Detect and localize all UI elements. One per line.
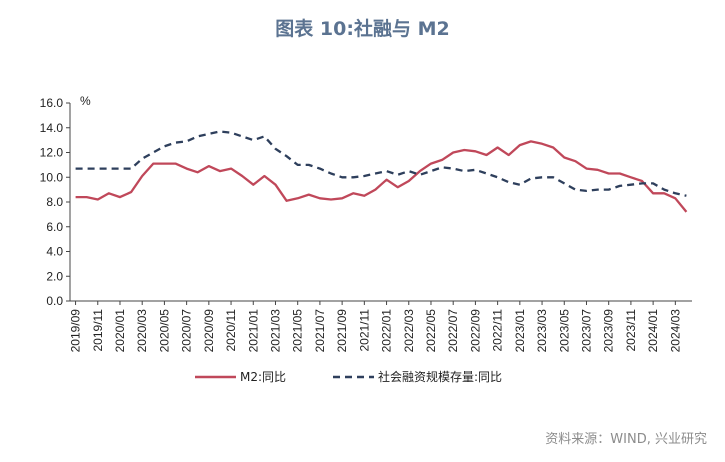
source-note: 资料来源：WIND, 兴业研究 (545, 432, 707, 447)
series-line-tsf (75, 130, 687, 197)
y-axis-label: % (80, 94, 91, 108)
x-tick-label: 2020/09 (202, 309, 216, 353)
x-tick-label: 2022/09 (468, 309, 482, 353)
y-tick-label: 0.0 (46, 294, 63, 308)
x-tick-label: 2023/01 (513, 309, 527, 353)
series-lines (75, 130, 688, 213)
x-tick-label: 2021/07 (313, 309, 327, 353)
x-tick-label: 2020/01 (113, 309, 127, 353)
axes-group (66, 102, 692, 305)
y-tick-label: 2.0 (46, 269, 63, 283)
x-tick-label: 2023/05 (557, 309, 571, 353)
x-tick-label: 2022/03 (402, 309, 416, 353)
x-tick-label: 2023/03 (535, 309, 549, 353)
y-tick-label: 12.0 (40, 146, 64, 160)
x-tick-label: 2020/05 (157, 309, 171, 353)
y-tick-labels: 0.0 2.0 4.0 6.0 8.0 10.0 12.0 14.0 16.0 (40, 96, 64, 308)
y-tick-label: 8.0 (46, 195, 63, 209)
x-tick-label: 2020/07 (180, 309, 194, 353)
x-tick-label: 2021/11 (357, 309, 371, 352)
x-tick-label: 2022/07 (446, 309, 460, 353)
series-line-m2 (75, 140, 688, 213)
x-tick-label: 2022/01 (380, 309, 394, 353)
x-tick-label: 2022/11 (491, 309, 505, 352)
x-tick-label: 2019/11 (91, 309, 105, 352)
y-tick-label: 10.0 (40, 170, 64, 184)
x-tick-label: 2023/11 (624, 309, 638, 352)
x-tick-label: 2021/01 (246, 309, 260, 353)
x-tick-label: 2022/05 (424, 309, 438, 353)
legend-label-m2: M2:同比 (240, 370, 286, 384)
chart-title: 图表 10:社融与 M2 (275, 18, 450, 40)
x-tick-label: 2020/03 (135, 309, 149, 353)
x-tick-label: 2021/03 (268, 309, 282, 353)
x-tick-label: 2023/07 (579, 309, 593, 353)
x-tick-label: 2020/11 (224, 309, 238, 352)
legend: M2:同比 社会融资规模存量:同比 (195, 369, 502, 384)
x-tick-label: 2019/09 (69, 309, 83, 353)
x-tick-label: 2021/09 (335, 309, 349, 353)
x-tick-labels: 2019/09 2019/11 2020/01 2020/03 2020/05 2020/… (69, 309, 683, 353)
y-tick-label: 6.0 (46, 220, 63, 234)
y-tick-label: 4.0 (46, 245, 63, 259)
x-tick-label: 2024/01 (646, 309, 660, 353)
y-tick-label: 14.0 (40, 121, 64, 135)
legend-label-tsf: 社会融资规模存量:同比 (378, 369, 502, 384)
x-tick-label: 2021/05 (291, 309, 305, 353)
x-tick-label: 2023/09 (602, 309, 616, 353)
x-tick-label: 2024/03 (668, 309, 682, 353)
y-tick-label: 16.0 (40, 96, 64, 110)
